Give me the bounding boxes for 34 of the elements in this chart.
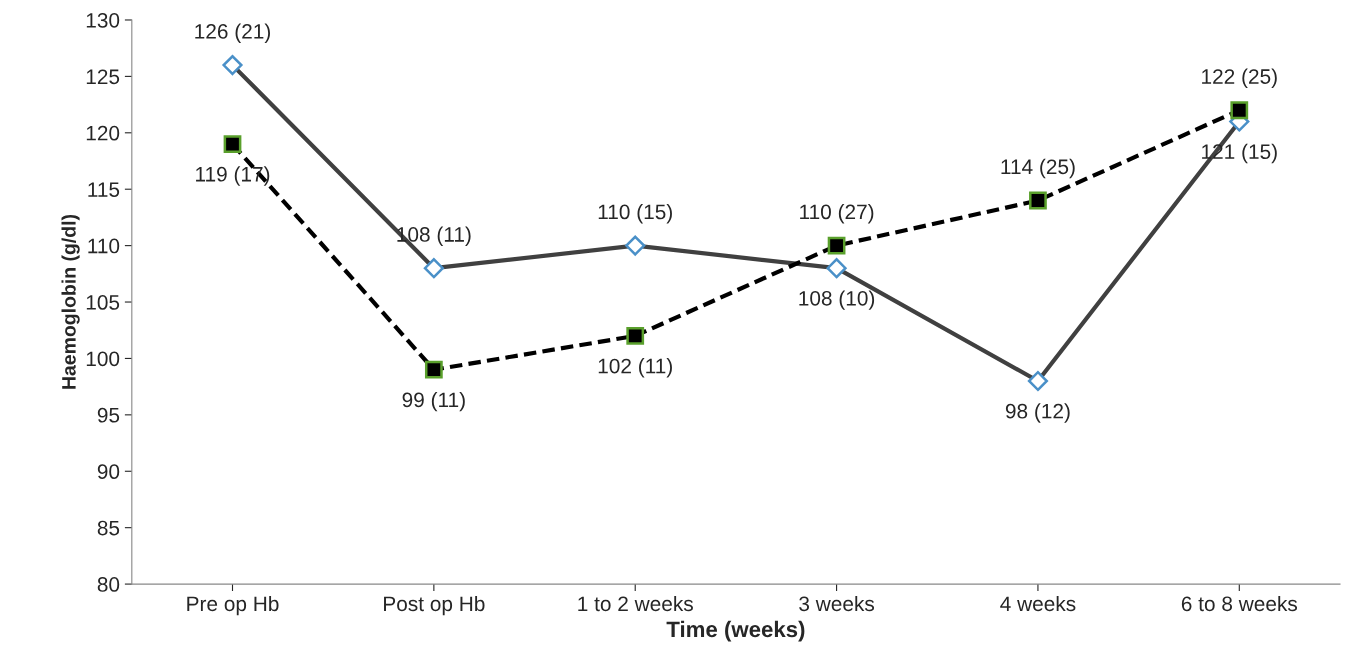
y-tick-label: 120 — [86, 125, 120, 141]
y-tick-label: 80 — [97, 577, 120, 592]
y-tick-label: 100 — [86, 351, 120, 367]
y-axis-title: Haemoglobin (g/dl) — [61, 214, 80, 389]
data-label: 122 (25) — [1202, 68, 1277, 88]
x-tick-label: 4 weeks — [1000, 595, 1076, 612]
data-label: 98 (12) — [1005, 403, 1070, 423]
x-tick-label: Post op Hb — [384, 595, 485, 616]
data-label: 102 (11) — [598, 358, 672, 378]
y-tick-label: 130 — [86, 12, 120, 28]
y-tick-label: 105 — [86, 295, 120, 310]
data-label: 110 (15) — [598, 203, 672, 224]
data-label: 99 (11) — [402, 391, 465, 412]
point — [1029, 191, 1047, 210]
point — [827, 236, 846, 255]
y-tick-label: 125 — [86, 69, 120, 85]
point — [1230, 101, 1249, 120]
x-tick-label: 1 to 2 weeks — [578, 595, 693, 612]
x-tick-label: 3 weeks — [799, 595, 875, 612]
y-tick-label: 85 — [97, 520, 120, 536]
data-label: 114 (25) — [1001, 158, 1075, 179]
y-tick-label: 115 — [88, 182, 120, 197]
y-tick-label: 90 — [97, 464, 120, 480]
data-label: 108 (10) — [799, 290, 875, 310]
point — [223, 135, 242, 153]
x-tick-label: 6 to 8 weeks — [1181, 595, 1298, 612]
point — [424, 360, 443, 379]
y-tick-label: 110 — [88, 238, 120, 254]
point — [626, 326, 645, 345]
x-tick-label: Pre op Hb — [187, 595, 279, 616]
y-tick-label: 95 — [97, 407, 120, 423]
x-axis-title: Time (weeks) — [666, 620, 805, 642]
data-label: 126 (21) — [195, 23, 271, 43]
data-label: 110 (27) — [800, 203, 874, 224]
